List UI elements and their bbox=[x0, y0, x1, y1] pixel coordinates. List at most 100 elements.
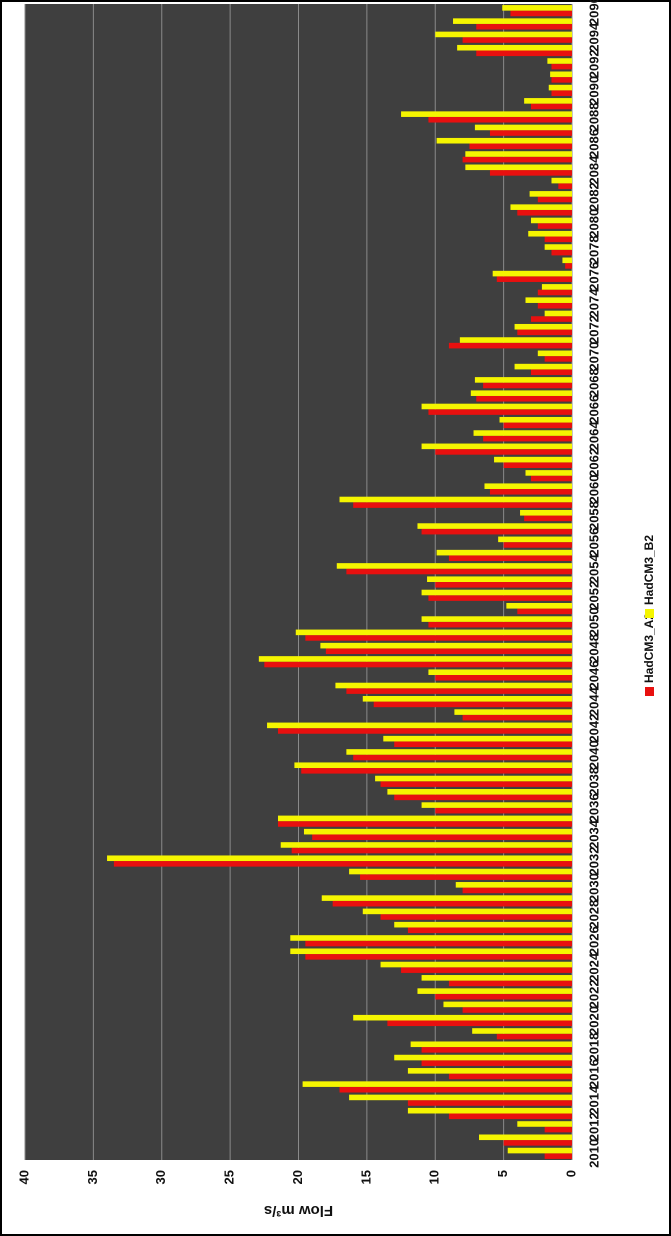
legend-swatch bbox=[645, 609, 654, 618]
bar bbox=[353, 754, 573, 761]
bar bbox=[529, 191, 572, 197]
bar bbox=[353, 502, 573, 508]
bar bbox=[537, 350, 572, 357]
bar bbox=[544, 244, 573, 250]
x-tick-label: 2070 bbox=[586, 342, 601, 371]
y-tick-label: 0 bbox=[563, 1170, 578, 1177]
x-tick-label: 2010 bbox=[586, 1139, 601, 1168]
bar bbox=[401, 967, 572, 973]
x-tick-label: 2082 bbox=[586, 182, 601, 211]
bar bbox=[496, 276, 573, 282]
bar bbox=[544, 1126, 573, 1133]
bar bbox=[339, 496, 572, 503]
bar bbox=[514, 363, 573, 370]
bar bbox=[551, 177, 572, 184]
bar bbox=[387, 789, 573, 795]
bar bbox=[496, 1033, 573, 1040]
bar bbox=[454, 709, 572, 715]
bar bbox=[537, 289, 572, 296]
bar bbox=[383, 735, 572, 742]
bar bbox=[435, 449, 572, 455]
bar bbox=[113, 861, 572, 867]
bar bbox=[301, 768, 572, 774]
x-tick-label: 2066 bbox=[586, 395, 601, 424]
bar bbox=[417, 988, 572, 994]
bar bbox=[277, 815, 572, 822]
bar bbox=[503, 542, 572, 548]
bar bbox=[503, 462, 572, 468]
bar bbox=[291, 847, 572, 854]
bar bbox=[373, 701, 572, 708]
bar bbox=[530, 475, 572, 482]
bar bbox=[474, 124, 572, 131]
bar bbox=[280, 842, 572, 848]
bar bbox=[417, 523, 572, 529]
bar bbox=[394, 1054, 572, 1061]
bar bbox=[428, 409, 572, 415]
bar bbox=[547, 58, 573, 64]
bar bbox=[394, 794, 572, 801]
x-tick-label: 2030 bbox=[586, 873, 601, 902]
bar bbox=[258, 656, 572, 662]
bar bbox=[537, 196, 572, 203]
bar bbox=[407, 1068, 572, 1074]
x-tick-label: 2060 bbox=[586, 475, 601, 504]
bar bbox=[517, 1121, 572, 1127]
bar bbox=[517, 329, 572, 336]
bar bbox=[428, 595, 572, 601]
bar bbox=[474, 377, 572, 383]
bar bbox=[528, 230, 572, 237]
bar bbox=[544, 1153, 573, 1159]
bar bbox=[462, 887, 573, 894]
x-tick-label: 2064 bbox=[586, 421, 601, 451]
x-tick-label: 2016 bbox=[586, 1059, 601, 1088]
bar bbox=[448, 555, 572, 562]
bar bbox=[290, 948, 572, 955]
bar bbox=[305, 635, 572, 641]
bar bbox=[489, 130, 573, 136]
bar bbox=[448, 342, 572, 349]
bar bbox=[530, 316, 572, 322]
bar bbox=[421, 802, 573, 808]
bar bbox=[562, 257, 572, 264]
bar bbox=[472, 1028, 572, 1034]
bar bbox=[448, 1113, 572, 1120]
bar bbox=[346, 688, 572, 694]
x-tick-label: 2072 bbox=[586, 315, 601, 344]
bar bbox=[407, 1100, 572, 1106]
bar bbox=[476, 50, 572, 57]
bar bbox=[436, 549, 572, 556]
bar bbox=[302, 1081, 572, 1087]
x-tick-label: 2084 bbox=[586, 155, 601, 185]
x-tick-label: 2034 bbox=[586, 819, 601, 849]
bar bbox=[435, 581, 572, 588]
bar bbox=[506, 602, 572, 609]
x-tick-label: 2094 bbox=[586, 22, 601, 52]
y-tick-label: 15 bbox=[358, 1170, 373, 1184]
legend-swatch bbox=[645, 687, 654, 696]
bar bbox=[428, 621, 572, 628]
bar bbox=[362, 908, 572, 915]
bar bbox=[294, 762, 572, 769]
x-tick-label: 2024 bbox=[586, 952, 601, 982]
bar bbox=[499, 416, 572, 423]
bar bbox=[551, 249, 572, 256]
x-tick-label: 2052 bbox=[586, 581, 601, 610]
bar bbox=[375, 775, 572, 782]
bar bbox=[551, 63, 572, 70]
y-tick-label: 40 bbox=[16, 1170, 31, 1184]
x-tick-label: 2062 bbox=[586, 448, 601, 477]
x-tick-label: 2096 bbox=[586, 0, 601, 25]
x-tick-label: 2050 bbox=[586, 607, 601, 636]
y-tick-label: 25 bbox=[222, 1170, 237, 1184]
x-tick-label: 2044 bbox=[586, 686, 601, 716]
x-tick-label: 2020 bbox=[586, 1006, 601, 1035]
bar bbox=[421, 1047, 573, 1053]
x-tick-label: 2076 bbox=[586, 262, 601, 291]
bar bbox=[407, 1107, 572, 1114]
bar bbox=[277, 821, 572, 827]
legend-label: HadCM3_B2 bbox=[642, 535, 656, 605]
bar bbox=[387, 1020, 573, 1027]
